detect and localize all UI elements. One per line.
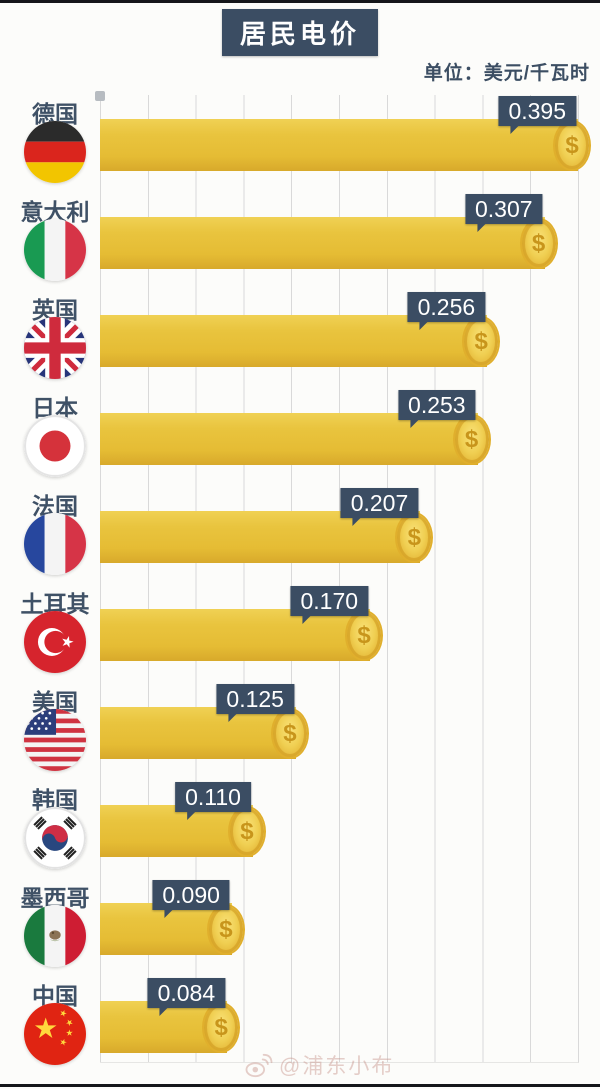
dollar-sign: $ xyxy=(474,327,488,355)
price-bar xyxy=(100,315,488,367)
dollar-sign: $ xyxy=(531,229,546,257)
country-flag-icon xyxy=(24,513,86,575)
country-flag-icon xyxy=(24,807,86,869)
chart-row: 法国 $ 0.207 xyxy=(0,487,600,585)
value-label: 0.253 xyxy=(398,390,476,428)
dollar-coin-icon: $ xyxy=(272,710,307,757)
chart-row: 土耳其 $ 0.170 xyxy=(0,585,600,683)
value-label: 0.110 xyxy=(175,782,251,820)
bar-area: $ 0.207 xyxy=(100,487,578,585)
page-title: 居民电价 xyxy=(221,9,379,56)
dollar-coin-icon: $ xyxy=(521,220,556,267)
axis-marker-dot xyxy=(95,91,105,101)
country-flag-icon xyxy=(24,415,86,477)
dollar-coin-icon: $ xyxy=(454,416,489,463)
bar-area: $ 0.170 xyxy=(100,585,578,683)
bar-area: $ 0.084 xyxy=(100,977,578,1075)
weibo-icon xyxy=(244,1052,274,1078)
bar-area: $ 0.253 xyxy=(100,389,578,487)
dollar-sign: $ xyxy=(214,1013,228,1041)
price-bar xyxy=(100,217,545,269)
price-bar xyxy=(100,413,478,465)
value-label: 0.395 xyxy=(498,96,576,134)
price-bar xyxy=(100,511,421,563)
unit-label: 单位：美元/千瓦时 xyxy=(423,63,590,84)
dollar-coin-icon: $ xyxy=(229,808,264,855)
dollar-coin-icon: $ xyxy=(347,612,382,659)
top-edge-line xyxy=(0,0,600,3)
country-flag-icon xyxy=(24,219,86,281)
dollar-sign: $ xyxy=(565,131,579,159)
chart-rows: 德国 $ 0.395 意大利 $ 0.307 英国 $ 0.256 xyxy=(0,95,600,1075)
bar-area: $ 0.090 xyxy=(100,879,578,977)
value-label: 0.170 xyxy=(290,586,369,624)
bar-area: $ 0.256 xyxy=(100,291,578,389)
value-label: 0.307 xyxy=(464,194,543,232)
dollar-sign: $ xyxy=(240,817,254,845)
price-bar xyxy=(100,119,578,171)
chart-row: 墨西哥 $ 0.090 xyxy=(0,879,600,977)
value-label: 0.084 xyxy=(147,978,226,1016)
dollar-coin-icon: $ xyxy=(464,318,499,365)
country-flag-icon xyxy=(24,905,86,967)
country-flag-icon xyxy=(24,121,86,183)
dollar-sign: $ xyxy=(283,719,297,747)
chart-row: 意大利 $ 0.307 xyxy=(0,193,600,291)
bar-area: $ 0.395 xyxy=(100,95,589,193)
watermark-text: @浦东小布 xyxy=(279,1055,395,1078)
chart-row: 中国 $ 0.084 xyxy=(0,977,600,1075)
chart-row: 日本 $ 0.253 xyxy=(0,389,600,487)
dollar-coin-icon: $ xyxy=(397,514,432,561)
chart-row: 美国 $ 0.125 xyxy=(0,683,600,781)
country-flag-icon xyxy=(24,1003,86,1065)
dollar-coin-icon: $ xyxy=(204,1004,239,1051)
dollar-sign: $ xyxy=(407,523,421,551)
chart-row: 韩国 $ 0.110 xyxy=(0,781,600,879)
value-label: 0.207 xyxy=(340,488,419,526)
bottom-edge-line xyxy=(0,1084,600,1087)
bar-area: $ 0.307 xyxy=(100,193,578,291)
country-flag-icon xyxy=(24,709,86,771)
price-bar xyxy=(100,805,253,857)
watermark: @浦东小布 xyxy=(244,1050,394,1080)
value-label: 0.090 xyxy=(152,880,230,918)
country-flag-icon xyxy=(24,611,86,673)
value-label: 0.125 xyxy=(216,684,294,722)
chart-row: 德国 $ 0.395 xyxy=(0,95,600,193)
bar-chart: 德国 $ 0.395 意大利 $ 0.307 英国 $ 0.256 xyxy=(0,91,600,1075)
bar-area: $ 0.110 xyxy=(100,781,578,879)
dollar-sign: $ xyxy=(464,425,479,453)
dollar-coin-icon: $ xyxy=(208,906,243,953)
dollar-coin-icon: $ xyxy=(555,122,589,169)
bar-area: $ 0.125 xyxy=(100,683,578,781)
country-flag-icon xyxy=(24,317,86,379)
price-bar xyxy=(100,707,296,759)
chart-row: 英国 $ 0.256 xyxy=(0,291,600,389)
price-bar xyxy=(100,609,371,661)
dollar-sign: $ xyxy=(219,915,233,943)
value-label: 0.256 xyxy=(407,292,486,330)
dollar-sign: $ xyxy=(357,621,371,649)
